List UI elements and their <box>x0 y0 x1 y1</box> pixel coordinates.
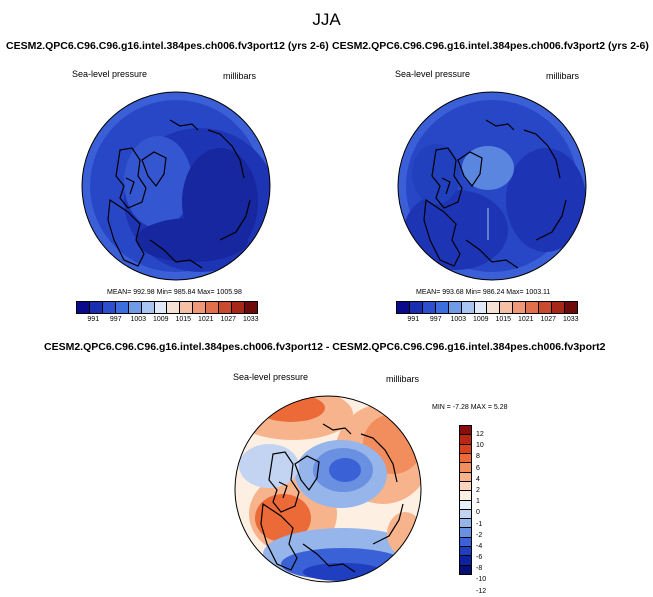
colorbar-label: 997 <box>109 316 122 323</box>
colorbar-swatch <box>460 537 471 548</box>
left-panel-slp-map <box>81 91 271 281</box>
colorbar-label: 8 <box>476 453 480 461</box>
colorbar-label: -10 <box>476 576 487 584</box>
left-panel-variable-label: Sea-level pressure <box>72 69 148 79</box>
left-panel-stats: MEAN= 992.98 Min= 985.84 Max= 1005.98 <box>107 289 242 296</box>
colorbar-swatch <box>232 302 245 313</box>
colorbar-label: 991 <box>87 316 100 323</box>
figure-title: JJA <box>312 10 341 29</box>
colorbar-label: 1 <box>476 498 480 506</box>
colorbar-label: 1033 <box>562 316 579 323</box>
colorbar-swatch <box>487 302 501 313</box>
colorbar-swatch <box>460 463 471 473</box>
colorbar-swatch <box>77 302 90 313</box>
colorbar-label: 1003 <box>130 316 147 323</box>
colorbar-swatch <box>141 302 155 313</box>
colorbar-swatch <box>460 472 471 482</box>
colorbar-swatch <box>206 302 220 313</box>
colorbar-swatch <box>460 565 471 574</box>
colorbar-label: 0 <box>476 509 480 517</box>
colorbar-label: 1009 <box>152 316 169 323</box>
left-panel-colorbar-labels: 991 997 1003 1009 1015 1021 1027 1033 <box>76 316 262 323</box>
colorbar-swatch <box>460 556 471 566</box>
diff-panel-stats: MIN = -7.28 MAX = 5.28 <box>432 404 508 411</box>
diff-panel-variable-label: Sea-level pressure <box>233 372 309 382</box>
diff-panel-case-title: CESM2.QPC6.C96.C96.g16.intel.384pes.ch00… <box>44 341 606 353</box>
colorbar-swatch <box>115 302 129 313</box>
left-panel-units-label: millibars <box>223 71 257 81</box>
right-panel-stats: MEAN= 993.68 Min= 986.24 Max= 1003.11 <box>416 289 551 296</box>
colorbar-swatch <box>154 302 168 313</box>
colorbar-swatch <box>526 302 540 313</box>
colorbar-swatch <box>500 302 514 313</box>
colorbar-label: 10 <box>476 442 484 450</box>
colorbar-label: 991 <box>407 316 420 323</box>
colorbar-swatch <box>422 302 436 313</box>
colorbar-label: 1021 <box>197 316 214 323</box>
colorbar-swatch <box>474 302 488 313</box>
colorbar-swatch <box>89 302 103 313</box>
colorbar-label: 1015 <box>495 316 512 323</box>
colorbar-label: 1027 <box>540 316 557 323</box>
colorbar-swatch <box>180 302 194 313</box>
colorbar-swatch <box>539 302 553 313</box>
colorbar-label: 4 <box>476 475 480 483</box>
colorbar-swatch <box>460 547 471 557</box>
colorbar-swatch <box>552 302 565 313</box>
colorbar-swatch <box>460 481 471 492</box>
diff-panel-colorbar-labels: 12 10 8 6 4 2 1 0 -1 -2 -4 -6 -8 -10 -12 <box>476 429 486 597</box>
colorbar-swatch <box>460 509 471 520</box>
right-panel-colorbar <box>396 301 578 314</box>
colorbar-swatch <box>448 302 462 313</box>
diff-panel-slp-map <box>234 395 422 583</box>
colorbar-label: -8 <box>476 565 483 573</box>
right-panel-variable-label: Sea-level pressure <box>395 69 471 79</box>
colorbar-label: 1009 <box>472 316 489 323</box>
colorbar-swatch <box>460 426 471 436</box>
right-panel-case-title: CESM2.QPC6.C96.C96.g16.intel.384pes.ch00… <box>332 40 649 52</box>
right-panel-colorbar-labels: 991 997 1003 1009 1015 1021 1027 1033 <box>396 316 582 323</box>
colorbar-swatch <box>409 302 423 313</box>
colorbar-swatch <box>244 302 257 313</box>
colorbar-label: 2 <box>476 486 480 494</box>
colorbar-label: -1 <box>476 520 483 528</box>
colorbar-swatch <box>460 519 471 529</box>
colorbar-swatch <box>461 302 475 313</box>
diff-panel-colorbar <box>459 425 472 575</box>
left-panel-colorbar <box>76 301 258 314</box>
colorbar-label: 1003 <box>450 316 467 323</box>
colorbar-label: 12 <box>476 431 484 438</box>
colorbar-swatch <box>564 302 577 313</box>
colorbar-label: 1027 <box>220 316 237 323</box>
colorbar-label: -6 <box>476 554 483 562</box>
colorbar-swatch <box>460 528 471 538</box>
colorbar-swatch <box>460 500 471 510</box>
left-panel-case-title: CESM2.QPC6.C96.C96.g16.intel.384pes.ch00… <box>6 40 329 52</box>
colorbar-label: -4 <box>476 542 483 550</box>
colorbar-swatch <box>435 302 449 313</box>
colorbar-swatch <box>128 302 142 313</box>
colorbar-swatch <box>460 453 471 464</box>
colorbar-label: 997 <box>429 316 442 323</box>
colorbar-swatch <box>167 302 181 313</box>
right-panel-units-label: millibars <box>546 71 580 81</box>
colorbar-label: 1015 <box>175 316 192 323</box>
colorbar-label: -2 <box>476 531 483 539</box>
colorbar-swatch <box>219 302 233 313</box>
colorbar-label: 1021 <box>517 316 534 323</box>
colorbar-swatch <box>513 302 527 313</box>
colorbar-label: 1033 <box>242 316 259 323</box>
colorbar-label: -12 <box>476 587 487 595</box>
colorbar-swatch <box>460 435 471 445</box>
colorbar-swatch <box>397 302 410 313</box>
colorbar-swatch <box>460 491 471 501</box>
colorbar-swatch <box>460 444 471 454</box>
right-panel-slp-map <box>397 91 587 281</box>
colorbar-swatch <box>102 302 116 313</box>
colorbar-label: 6 <box>476 464 480 472</box>
diff-panel-units-label: millibars <box>386 374 420 384</box>
colorbar-swatch <box>193 302 207 313</box>
